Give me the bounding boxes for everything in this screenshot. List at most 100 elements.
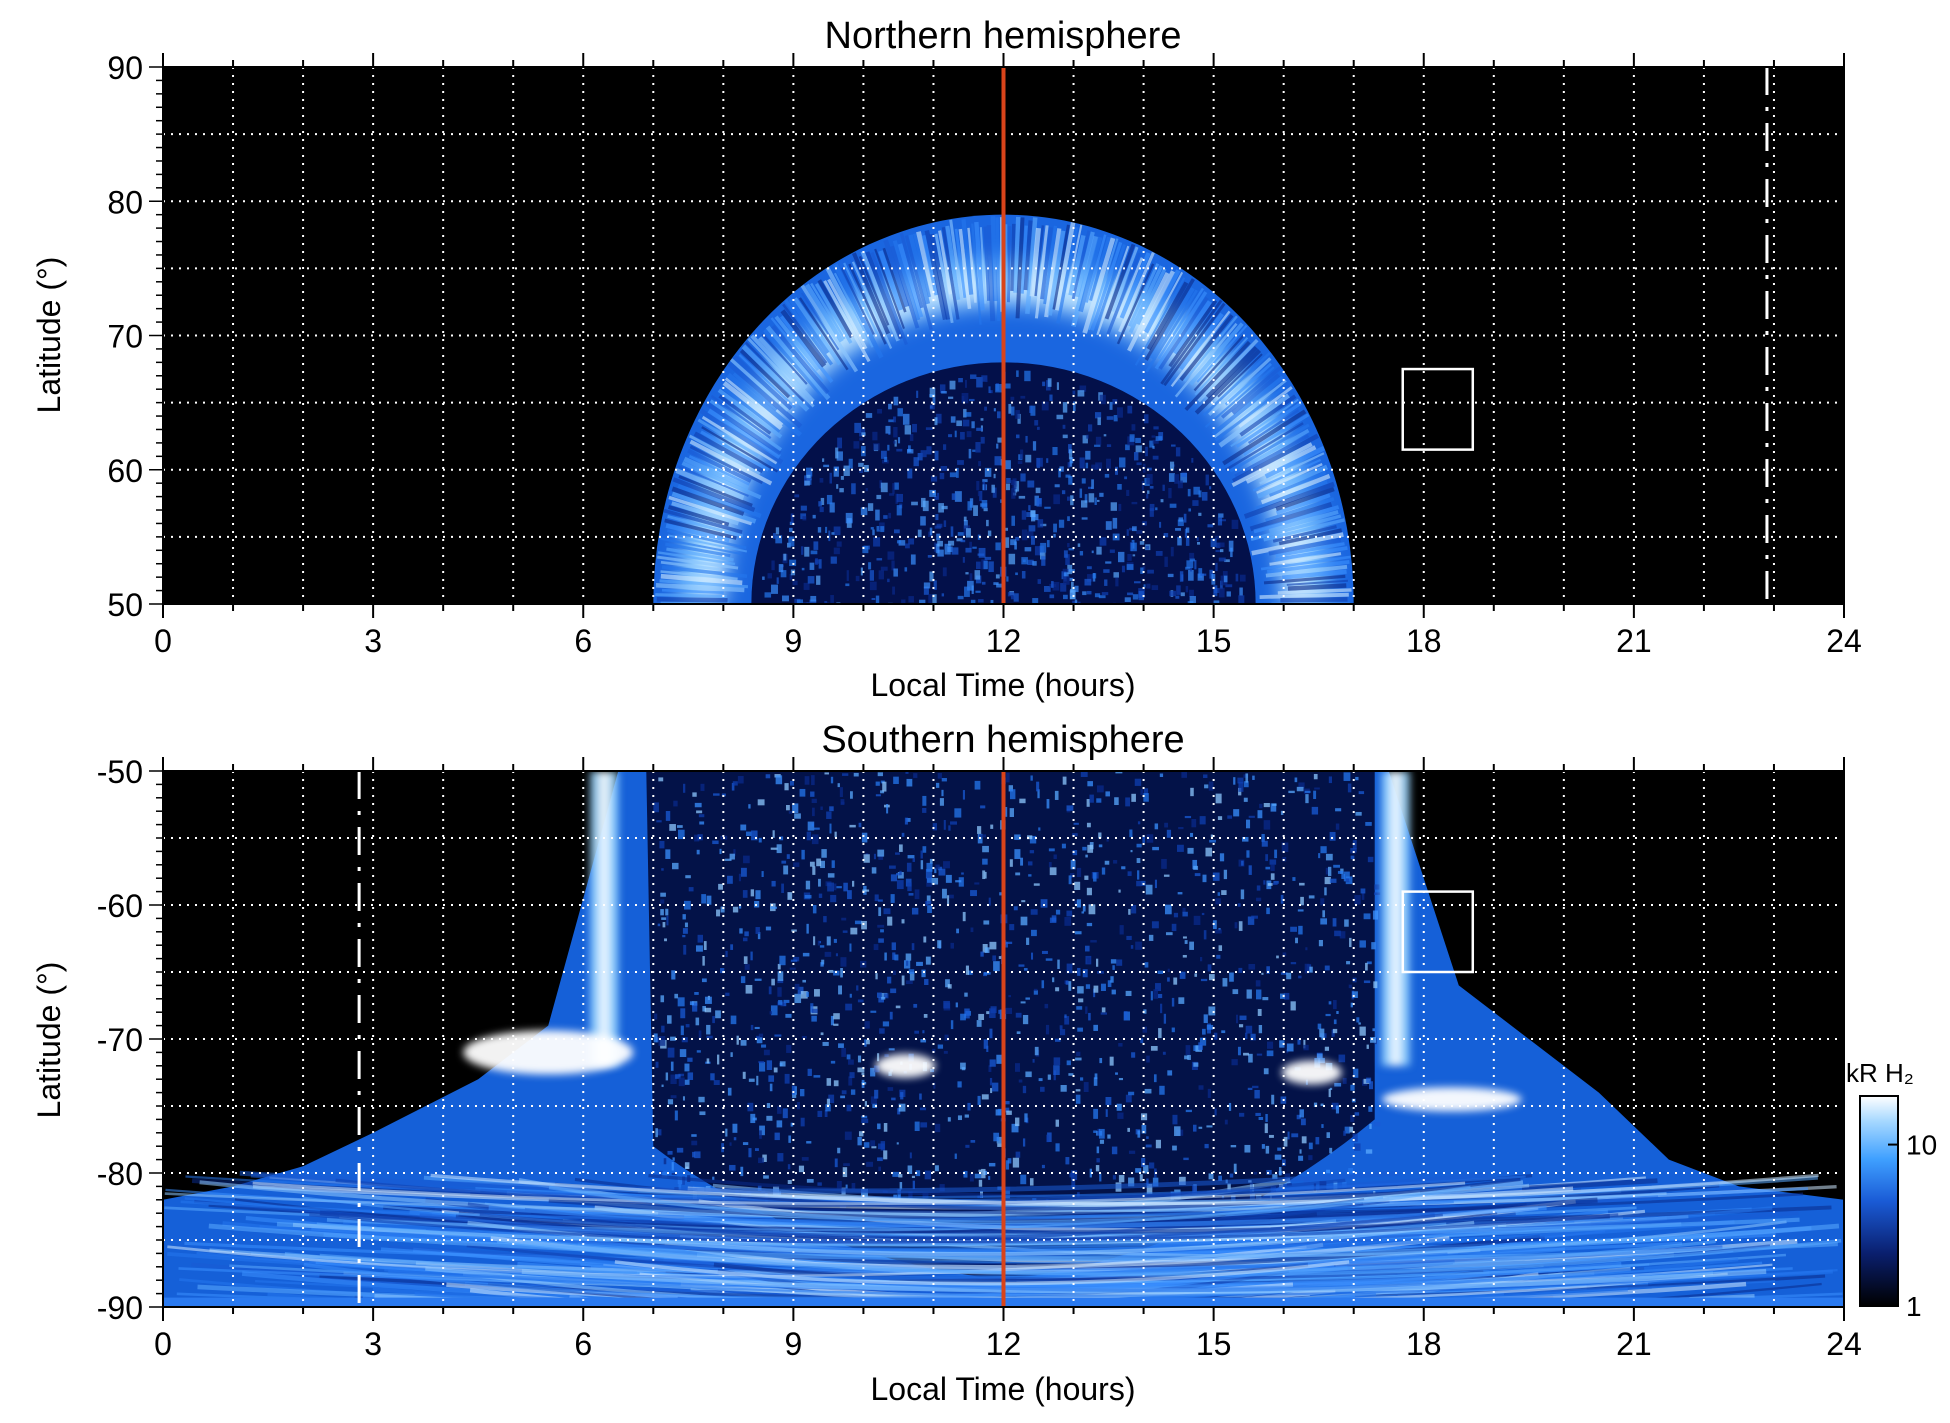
northern-cap-speckle [836, 541, 842, 547]
northern-cap-speckle [1096, 546, 1102, 555]
northern-oval-streak [678, 475, 753, 507]
southern-cap-speckle [702, 1005, 706, 1012]
southern-cap-speckle [730, 1052, 733, 1057]
northern-oval-streak [727, 362, 803, 429]
northern-cap-speckle [859, 468, 864, 474]
northern-cap-speckle [840, 476, 844, 480]
southern-cap-speckle [1246, 850, 1250, 858]
southern-cap-speckle [719, 848, 722, 855]
southern-cap-speckle [943, 861, 950, 869]
southern-fan-streak [488, 1205, 1547, 1228]
southern-cap-speckle [1221, 890, 1227, 895]
southern-cap-speckle [1221, 1030, 1226, 1034]
northern-cap-speckle [1113, 415, 1118, 422]
northern-cap-speckle [1053, 494, 1060, 505]
southern-cap-speckle [1276, 955, 1279, 959]
southern-cap-speckle [1116, 1103, 1122, 1111]
northern-oval-streak [1025, 217, 1038, 315]
northern-cap-speckle [956, 420, 962, 427]
southern-cap-speckle [842, 930, 848, 933]
southern-cap-speckle [833, 1080, 839, 1087]
southern-cap-speckle [1328, 776, 1333, 784]
southern-cap-speckle [991, 1082, 999, 1092]
northern-cap-speckle [990, 599, 994, 604]
northern-cap-speckle [1201, 491, 1208, 501]
northern-cap-speckle [1225, 584, 1233, 588]
southern-cap-speckle [1029, 1178, 1034, 1186]
northern-oval-streak [724, 377, 784, 426]
southern-cap-speckle [740, 976, 746, 984]
southern-cap-speckle [1333, 1019, 1337, 1025]
northern-oval-streak [1034, 225, 1045, 297]
northern-oval-streak [774, 315, 820, 372]
southern-cap-speckle [1218, 1175, 1222, 1181]
northern-oval-streak [1029, 227, 1041, 297]
southern-cap-speckle [1329, 1147, 1333, 1154]
southern-cap-speckle [1062, 776, 1067, 785]
northern-cap-speckle [1080, 500, 1088, 508]
northern-cap-speckle [954, 430, 957, 438]
southern-cap-speckle [1107, 1134, 1111, 1139]
northern-oval-streak [1197, 338, 1259, 403]
southern-cap-speckle [1097, 1128, 1100, 1136]
southern-cap-speckle [771, 978, 775, 986]
northern-oval-streak [1218, 393, 1290, 448]
southern-cap-speckle [1347, 783, 1352, 793]
northern-cap-speckle [981, 375, 988, 382]
southern-cap-speckle [924, 978, 929, 986]
southern-cap-speckle [1182, 936, 1187, 939]
southern-cap-speckle [773, 1067, 778, 1073]
northern-cap-speckle [845, 512, 853, 524]
northern-cap-speckle [1011, 488, 1016, 499]
northern-cap-speckle [893, 441, 896, 444]
southern-cap-speckle [1090, 940, 1097, 943]
southern-cap-speckle [1145, 1144, 1152, 1148]
southern-cap-speckle [1040, 899, 1048, 908]
northern-cap-speckle [800, 505, 807, 511]
southern-cap-speckle [1143, 1009, 1147, 1014]
northern-cap-speckle [1215, 542, 1221, 548]
x-tick-label: 21 [1616, 1326, 1652, 1362]
southern-cap-speckle [748, 1148, 752, 1158]
northern-oval-streak [1078, 236, 1103, 313]
southern-cap-speckle [1287, 1131, 1290, 1140]
northern-oval-streak [697, 418, 759, 458]
northern-cap-speckle [833, 547, 840, 555]
northern-cap-speckle [835, 447, 839, 459]
northern-oval-streak [1268, 537, 1342, 556]
southern-cap-speckle [911, 907, 919, 915]
southern-cap-speckle [1054, 1038, 1061, 1042]
northern-cap-speckle [1219, 542, 1225, 548]
northern-cap-speckle [789, 559, 797, 567]
southern-xlabel: Local Time (hours) [871, 1371, 1136, 1407]
northern-cap-speckle [960, 539, 966, 543]
southern-cap-speckle [919, 1093, 922, 1100]
northern-oval-streak [710, 394, 772, 440]
southern-cap-speckle [849, 824, 856, 828]
northern-cap-speckle [1101, 592, 1109, 596]
northern-cap-speckle [1031, 514, 1039, 521]
southern-cap-speckle [1052, 977, 1055, 983]
southern-cap-speckle [667, 1047, 675, 1058]
southern-cap-speckle [1349, 1126, 1354, 1133]
southern-cap-speckle [1099, 1057, 1103, 1064]
northern-oval-streak [983, 226, 991, 301]
northern-cap-speckle [1105, 521, 1112, 530]
southern-cap-speckle [682, 928, 688, 934]
southern-cap-speckle [1117, 1112, 1124, 1119]
northern-cap-speckle [1032, 441, 1037, 451]
southern-cap-speckle [1071, 1178, 1076, 1189]
x-tick-label: 18 [1406, 623, 1442, 659]
northern-oval-streak [1183, 315, 1238, 382]
southern-cap-speckle [1234, 922, 1238, 929]
southern-cap-speckle [1121, 866, 1126, 870]
southern-cap-speckle [758, 837, 762, 843]
northern-cap-speckle [796, 599, 804, 604]
northern-cap-speckle [942, 567, 947, 577]
northern-cap-speckle [1054, 484, 1060, 488]
southern-bright-band-core [1390, 771, 1401, 1066]
northern-oval-streak [1043, 225, 1058, 305]
southern-cap-speckle [826, 1098, 830, 1106]
southern-cap-speckle [794, 983, 800, 990]
southern-cap-speckle [888, 865, 896, 869]
